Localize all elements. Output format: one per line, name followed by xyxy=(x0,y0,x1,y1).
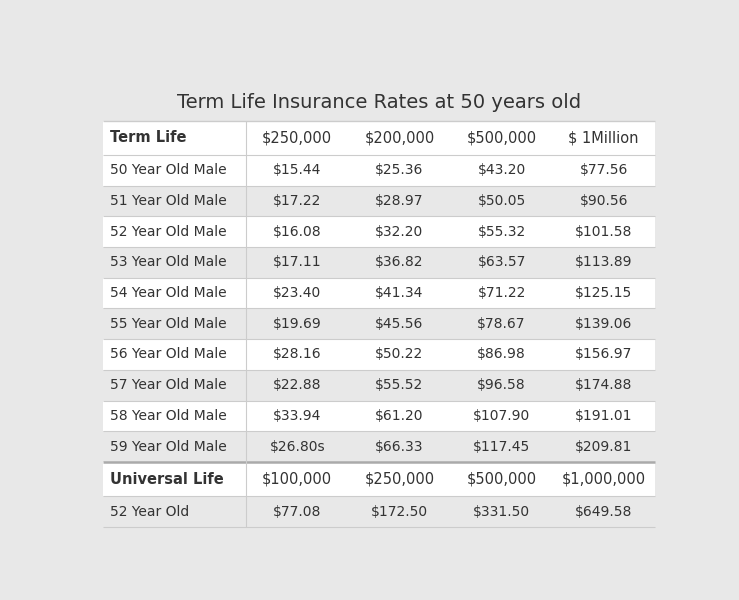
Text: $331.50: $331.50 xyxy=(473,505,530,519)
Bar xyxy=(103,247,655,278)
Text: $78.67: $78.67 xyxy=(477,317,526,331)
Text: Term Life Insurance Rates at 50 years old: Term Life Insurance Rates at 50 years ol… xyxy=(177,92,581,112)
Text: $23.40: $23.40 xyxy=(273,286,321,300)
Text: $55.52: $55.52 xyxy=(375,378,423,392)
Text: 53 Year Old Male: 53 Year Old Male xyxy=(109,256,226,269)
Text: $66.33: $66.33 xyxy=(375,440,423,454)
Text: $1,000,000: $1,000,000 xyxy=(562,472,646,487)
Text: 59 Year Old Male: 59 Year Old Male xyxy=(109,440,226,454)
Text: $50.22: $50.22 xyxy=(375,347,423,361)
Text: $55.32: $55.32 xyxy=(477,225,525,239)
Text: $117.45: $117.45 xyxy=(473,440,530,454)
Text: $77.56: $77.56 xyxy=(579,163,628,178)
Text: $500,000: $500,000 xyxy=(466,472,537,487)
Text: $17.22: $17.22 xyxy=(273,194,321,208)
Text: $25.36: $25.36 xyxy=(375,163,423,178)
Text: $139.06: $139.06 xyxy=(575,317,633,331)
Text: 51 Year Old Male: 51 Year Old Male xyxy=(109,194,226,208)
Text: $28.97: $28.97 xyxy=(375,194,423,208)
Text: $209.81: $209.81 xyxy=(575,440,633,454)
Text: $36.82: $36.82 xyxy=(375,256,423,269)
Text: $86.98: $86.98 xyxy=(477,347,526,361)
Text: 56 Year Old Male: 56 Year Old Male xyxy=(109,347,226,361)
Text: $156.97: $156.97 xyxy=(575,347,633,361)
Text: $32.20: $32.20 xyxy=(375,225,423,239)
Bar xyxy=(103,431,655,462)
Text: $191.01: $191.01 xyxy=(575,409,633,423)
Text: $100,000: $100,000 xyxy=(262,472,333,487)
Text: $43.20: $43.20 xyxy=(477,163,525,178)
Text: $33.94: $33.94 xyxy=(273,409,321,423)
Text: $113.89: $113.89 xyxy=(575,256,633,269)
Text: $50.05: $50.05 xyxy=(477,194,525,208)
Bar xyxy=(103,155,655,185)
Text: $107.90: $107.90 xyxy=(473,409,530,423)
Text: $101.58: $101.58 xyxy=(575,225,633,239)
Text: $200,000: $200,000 xyxy=(364,130,435,145)
Text: 58 Year Old Male: 58 Year Old Male xyxy=(109,409,226,423)
Text: $174.88: $174.88 xyxy=(575,378,633,392)
Bar xyxy=(103,185,655,217)
Text: $22.88: $22.88 xyxy=(273,378,321,392)
Text: $125.15: $125.15 xyxy=(575,286,633,300)
Text: $63.57: $63.57 xyxy=(477,256,525,269)
Text: $16.08: $16.08 xyxy=(273,225,321,239)
Text: $61.20: $61.20 xyxy=(375,409,423,423)
Text: $649.58: $649.58 xyxy=(575,505,633,519)
Bar xyxy=(103,496,655,527)
Text: $250,000: $250,000 xyxy=(364,472,435,487)
Text: 52 Year Old Male: 52 Year Old Male xyxy=(109,225,226,239)
Text: $ 1Million: $ 1Million xyxy=(568,130,639,145)
Text: $77.08: $77.08 xyxy=(273,505,321,519)
Text: Universal Life: Universal Life xyxy=(109,472,223,487)
Bar xyxy=(103,370,655,401)
Text: $41.34: $41.34 xyxy=(375,286,423,300)
Text: $26.80s: $26.80s xyxy=(270,440,325,454)
Text: $45.56: $45.56 xyxy=(375,317,423,331)
Text: $71.22: $71.22 xyxy=(477,286,525,300)
Text: $28.16: $28.16 xyxy=(273,347,321,361)
Text: $90.56: $90.56 xyxy=(579,194,628,208)
Text: 55 Year Old Male: 55 Year Old Male xyxy=(109,317,226,331)
Text: 54 Year Old Male: 54 Year Old Male xyxy=(109,286,226,300)
Text: $15.44: $15.44 xyxy=(273,163,321,178)
Text: $96.58: $96.58 xyxy=(477,378,526,392)
Text: $250,000: $250,000 xyxy=(262,130,333,145)
Bar xyxy=(103,462,655,496)
Bar xyxy=(103,121,655,155)
Bar xyxy=(103,278,655,308)
Text: $17.11: $17.11 xyxy=(273,256,321,269)
Text: $19.69: $19.69 xyxy=(273,317,321,331)
Text: 57 Year Old Male: 57 Year Old Male xyxy=(109,378,226,392)
Bar xyxy=(103,401,655,431)
Text: Term Life: Term Life xyxy=(109,130,186,145)
Text: 50 Year Old Male: 50 Year Old Male xyxy=(109,163,226,178)
Bar xyxy=(103,217,655,247)
Bar xyxy=(103,308,655,339)
Bar xyxy=(103,339,655,370)
Text: $500,000: $500,000 xyxy=(466,130,537,145)
Text: $172.50: $172.50 xyxy=(371,505,428,519)
Text: 52 Year Old: 52 Year Old xyxy=(109,505,188,519)
